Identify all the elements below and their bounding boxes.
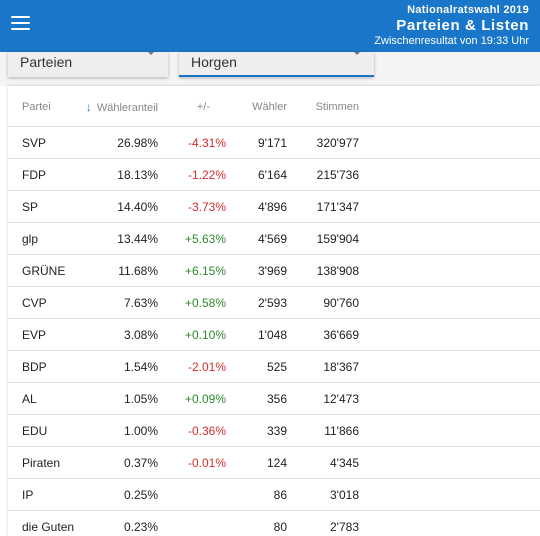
table-row[interactable]: Piraten 0.37% -0.01% 124 4'345 xyxy=(8,447,540,479)
diff-cell: +6.15% xyxy=(184,264,226,278)
share-cell: 14.40% xyxy=(117,200,158,214)
party-cell: FDP xyxy=(22,168,46,182)
share-cell: 1.54% xyxy=(123,360,158,374)
diff-cell: +0.58% xyxy=(184,296,226,310)
election-name: Nationalratswahl 2019 xyxy=(407,4,529,16)
region-select[interactable]: Horgen xyxy=(179,52,374,77)
share-cell: 18.13% xyxy=(117,168,158,182)
voters-cell: 124 xyxy=(266,456,287,470)
table-row[interactable]: EVP 3.08% +0.10% 1'048 36'669 xyxy=(8,319,540,351)
party-cell: die Guten xyxy=(22,520,75,534)
party-cell: BDP xyxy=(22,360,47,374)
diff-cell: +0.09% xyxy=(184,392,226,406)
share-cell: 13.44% xyxy=(117,232,158,246)
share-cell: 0.37% xyxy=(123,456,158,470)
party-cell: SVP xyxy=(22,136,47,150)
header-share-label: Wähleranteil xyxy=(96,102,158,114)
table-row[interactable]: AL 1.05% +0.09% 356 12'473 xyxy=(8,383,540,415)
share-cell: 11.68% xyxy=(118,264,158,278)
votes-cell: 3'018 xyxy=(330,488,359,502)
party-cell: EVP xyxy=(22,328,47,342)
party-cell: SP xyxy=(22,200,39,214)
app-bar: Nationalratswahl 2019 Parteien & Listen … xyxy=(0,0,540,52)
party-cell: GRÜNE xyxy=(22,264,66,278)
table-row[interactable]: EDU 1.00% -0.36% 339 11'866 xyxy=(8,415,540,447)
votes-cell: 320'977 xyxy=(316,136,359,150)
header-share[interactable]: ↓ Wähleranteil xyxy=(86,100,158,115)
voters-cell: 356 xyxy=(266,392,287,406)
diff-cell: +0.10% xyxy=(184,328,226,342)
voters-cell: 4'896 xyxy=(258,200,287,214)
table-row[interactable]: SVP 26.98% -4.31% 9'171 320'977 xyxy=(8,127,540,159)
votes-cell: 171'347 xyxy=(316,200,359,214)
party-cell: IP xyxy=(22,488,34,502)
result-status: Zwischenresultat von 19:33 Uhr xyxy=(374,35,529,47)
header-diff[interactable]: +/- xyxy=(196,101,210,113)
party-cell: CVP xyxy=(22,296,47,310)
chevron-down-icon xyxy=(148,52,154,55)
voters-cell: 86 xyxy=(273,488,287,502)
votes-cell: 2'783 xyxy=(330,520,359,534)
table-row[interactable]: glp 13.44% +5.63% 4'569 159'904 xyxy=(8,223,540,255)
table-row[interactable]: FDP 18.13% -1.22% 6'164 215'736 xyxy=(8,159,540,191)
votes-cell: 138'908 xyxy=(316,264,359,278)
sort-arrow-down-icon: ↓ xyxy=(85,100,92,114)
header-party[interactable]: Partei xyxy=(22,101,51,113)
share-cell: 1.00% xyxy=(123,424,158,438)
table-row[interactable]: die Guten 0.23% 80 2'783 xyxy=(8,511,540,536)
diff-cell: -3.73% xyxy=(187,200,226,214)
page-title: Parteien & Listen xyxy=(396,17,529,34)
votes-cell: 215'736 xyxy=(316,168,359,182)
category-select[interactable]: Parteien xyxy=(8,52,168,77)
votes-cell: 11'866 xyxy=(324,424,359,438)
diff-cell: -1.22% xyxy=(187,168,226,182)
votes-cell: 12'473 xyxy=(323,392,359,406)
chevron-down-icon xyxy=(354,52,360,55)
table-row[interactable]: IP 0.25% 86 3'018 xyxy=(8,479,540,511)
region-select-value: Horgen xyxy=(191,54,237,70)
table-row[interactable]: BDP 1.54% -2.01% 525 18'367 xyxy=(8,351,540,383)
diff-cell: -0.36% xyxy=(187,424,226,438)
party-cell: glp xyxy=(22,232,39,246)
voters-cell: 80 xyxy=(273,520,287,534)
party-cell: EDU xyxy=(22,424,48,438)
share-cell: 3.08% xyxy=(123,328,158,342)
party-cell: Piraten xyxy=(22,456,61,470)
category-select-value: Parteien xyxy=(20,54,73,70)
voters-cell: 6'164 xyxy=(258,168,287,182)
votes-cell: 18'367 xyxy=(323,360,359,374)
share-cell: 0.25% xyxy=(123,488,158,502)
votes-cell: 36'669 xyxy=(323,328,359,342)
votes-cell: 159'904 xyxy=(316,232,359,246)
results-table: Partei ↓ Wähleranteil +/- Wähler Stimmen … xyxy=(8,86,540,536)
table-row[interactable]: CVP 7.63% +0.58% 2'593 90'760 xyxy=(8,287,540,319)
voters-cell: 1'048 xyxy=(258,328,287,342)
share-cell: 26.98% xyxy=(117,136,158,150)
header-votes[interactable]: Stimmen xyxy=(315,101,359,113)
table-row[interactable]: GRÜNE 11.68% +6.15% 3'969 138'908 xyxy=(8,255,540,287)
share-cell: 0.23% xyxy=(123,520,158,534)
diff-cell: -4.31% xyxy=(187,136,226,150)
share-cell: 1.05% xyxy=(123,392,158,406)
party-cell: AL xyxy=(22,392,37,406)
table-header: Partei ↓ Wähleranteil +/- Wähler Stimmen xyxy=(8,86,540,127)
filter-bar: Parteien Horgen xyxy=(0,52,540,86)
app-bar-titles: Nationalratswahl 2019 Parteien & Listen … xyxy=(374,4,529,48)
diff-cell: -0.01% xyxy=(187,456,226,470)
votes-cell: 90'760 xyxy=(323,296,359,310)
hamburger-menu-icon[interactable] xyxy=(11,16,30,31)
voters-cell: 339 xyxy=(266,424,287,438)
votes-cell: 4'345 xyxy=(330,456,359,470)
share-cell: 7.63% xyxy=(123,296,158,310)
diff-cell: +5.63% xyxy=(184,232,226,246)
voters-cell: 3'969 xyxy=(258,264,287,278)
voters-cell: 9'171 xyxy=(258,136,287,150)
voters-cell: 2'593 xyxy=(258,296,287,310)
header-voters[interactable]: Wähler xyxy=(252,101,287,113)
table-row[interactable]: SP 14.40% -3.73% 4'896 171'347 xyxy=(8,191,540,223)
voters-cell: 525 xyxy=(266,360,287,374)
voters-cell: 4'569 xyxy=(258,232,287,246)
diff-cell: -2.01% xyxy=(187,360,226,374)
